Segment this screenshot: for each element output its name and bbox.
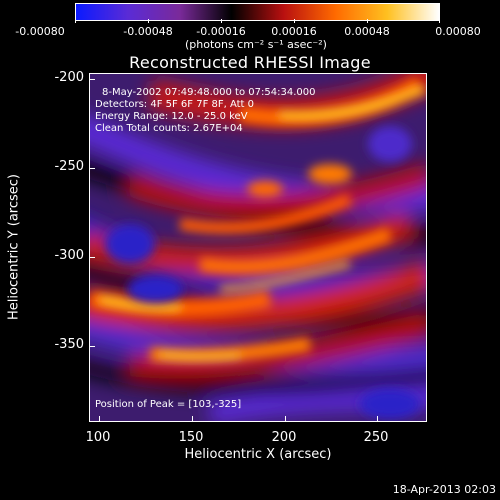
colorbar-tick-mark [439,19,440,23]
x-tick-mark [99,416,100,421]
image-plot: 8-May-2002 07:49:48.000 to 07:54:34.000 … [89,73,427,422]
y-tick-label: -350 [54,337,84,352]
x-axis-label: Heliocentric X (arcsec) [184,447,332,462]
colorbar-tick-mark [294,19,295,23]
xray-image [90,74,426,421]
x-tick-mark [192,416,193,421]
colorbar-tick-mark [148,19,149,23]
date-stamp: 18-Apr-2013 02:03 [392,483,496,496]
y-tick-label: -200 [54,70,84,85]
info-line: Energy Range: 12.0 - 25.0 keV [95,111,248,122]
colorbar-tick-label: 0.00080 [435,25,481,38]
info-line: Clean Total counts: 2.67E+04 [95,123,243,134]
y-tick-label: -300 [54,248,84,263]
colorbar-tick-mark [75,19,76,23]
y-tick-mark [90,168,95,169]
colorbar-tick-label: 0.00016 [271,25,317,38]
colorbar [75,3,440,21]
y-axis-label: Heliocentric Y (arcsec) [6,174,22,320]
x-tick-label: 100 [85,430,111,445]
x-tick-mark [377,416,378,421]
x-tick-label: 150 [178,430,204,445]
colorbar-tick-label: -0.00048 [123,25,173,38]
colorbar-tick-label: 0.00048 [344,25,390,38]
colorbar-tick-mark [221,19,222,23]
x-tick-label: 250 [363,430,389,445]
peak-position: Position of Peak = [103,-325] [95,399,242,410]
info-line: Detectors: 4F 5F 6F 7F 8F, Att 0 [95,99,255,110]
colorbar-tick-mark [367,19,368,23]
y-tick-mark [90,257,95,258]
colorbar-tick-label: -0.00080 [15,25,65,38]
x-tick-mark [285,416,286,421]
x-tick-label: 200 [271,430,297,445]
info-line: 8-May-2002 07:49:48.000 to 07:54:34.000 [102,87,316,98]
colorbar-units: (photons cm⁻² s⁻¹ asec⁻²) [185,38,327,51]
y-tick-mark [90,79,95,80]
y-tick-mark [90,346,95,347]
colorbar-tick-label: -0.00016 [196,25,246,38]
y-tick-label: -250 [54,159,84,174]
plot-title: Reconstructed RHESSI Image [129,53,371,72]
